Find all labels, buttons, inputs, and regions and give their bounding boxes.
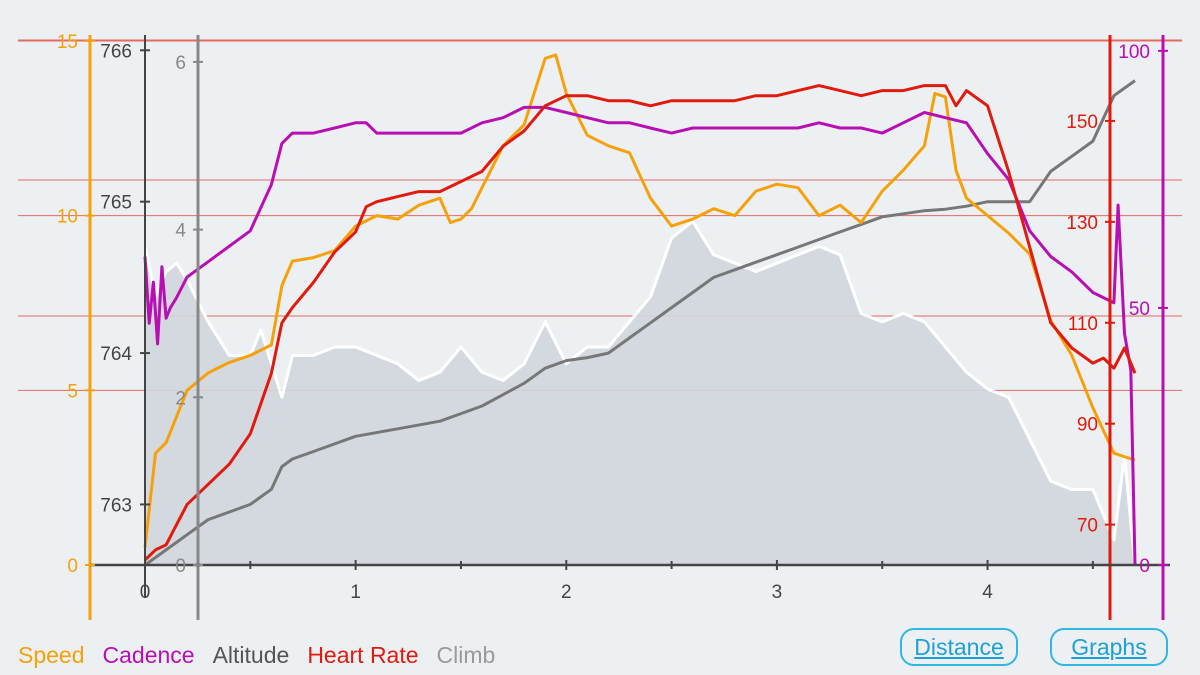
series-line-altitude	[144, 79, 1136, 567]
speed-tick-label: 10	[57, 207, 78, 228]
distance-button[interactable]: Distance	[900, 628, 1018, 666]
x-tick-label: 0	[140, 582, 151, 603]
speed-tick-label: 0	[67, 556, 78, 577]
graphs-button[interactable]: Graphs	[1050, 628, 1168, 666]
heart-rate-tick-label: 70	[1077, 516, 1098, 537]
legend-cadence: Cadence	[102, 641, 195, 668]
series-line-heart-rate	[143, 84, 1137, 562]
climb-series	[143, 219, 1137, 566]
climb-tick-label: 0	[175, 556, 186, 577]
heart-rate-tick-label: 130	[1066, 213, 1098, 234]
climb-tick-label: 4	[175, 221, 186, 242]
heart-rate-tick-label: 90	[1077, 415, 1098, 436]
cadence-tick-label: 0	[1139, 556, 1150, 577]
heart-rate-tick-label: 110	[1068, 314, 1098, 335]
altitude-tick-label: 763	[100, 495, 132, 516]
activity-chart: 0 1 2 3 4 0 5 10 15 763 764 765 766 0 2 4 6 70 90 110 130 150…	[18, 32, 1182, 620]
cadence-tick-label: 50	[1129, 299, 1150, 320]
legend: Speed Cadence Altitude Heart Rate Climb	[18, 640, 495, 670]
axes: 0 1 2 3 4 0 5 10 15 763 764 765 766 0 2 4 6 70 90 110 130 150…	[57, 32, 1170, 620]
climb-tick-label: 2	[175, 388, 186, 409]
x-tick-label: 2	[561, 582, 572, 603]
altitude-tick-label: 764	[100, 344, 132, 365]
series-line-speed	[143, 53, 1136, 548]
altitude-tick-label: 765	[100, 193, 132, 214]
climb-area	[145, 221, 1135, 565]
legend-climb: Climb	[436, 641, 496, 668]
x-tick-label: 3	[772, 582, 783, 603]
legend-heart-rate: Heart Rate	[307, 641, 419, 668]
climb-tick-label: 6	[175, 53, 186, 74]
series-line-climb	[143, 219, 1137, 566]
x-tick-label: 1	[350, 582, 361, 603]
speed-tick-label: 5	[67, 381, 78, 402]
x-tick-label: 4	[982, 582, 993, 603]
speed-tick-label: 15	[57, 32, 78, 53]
heart-rate-tick-label: 150	[1066, 112, 1098, 133]
legend-speed: Speed	[18, 641, 85, 668]
series-lines	[143, 53, 1137, 567]
legend-altitude: Altitude	[212, 641, 290, 668]
altitude-tick-label: 766	[100, 41, 132, 62]
cadence-tick-label: 100	[1118, 42, 1150, 63]
